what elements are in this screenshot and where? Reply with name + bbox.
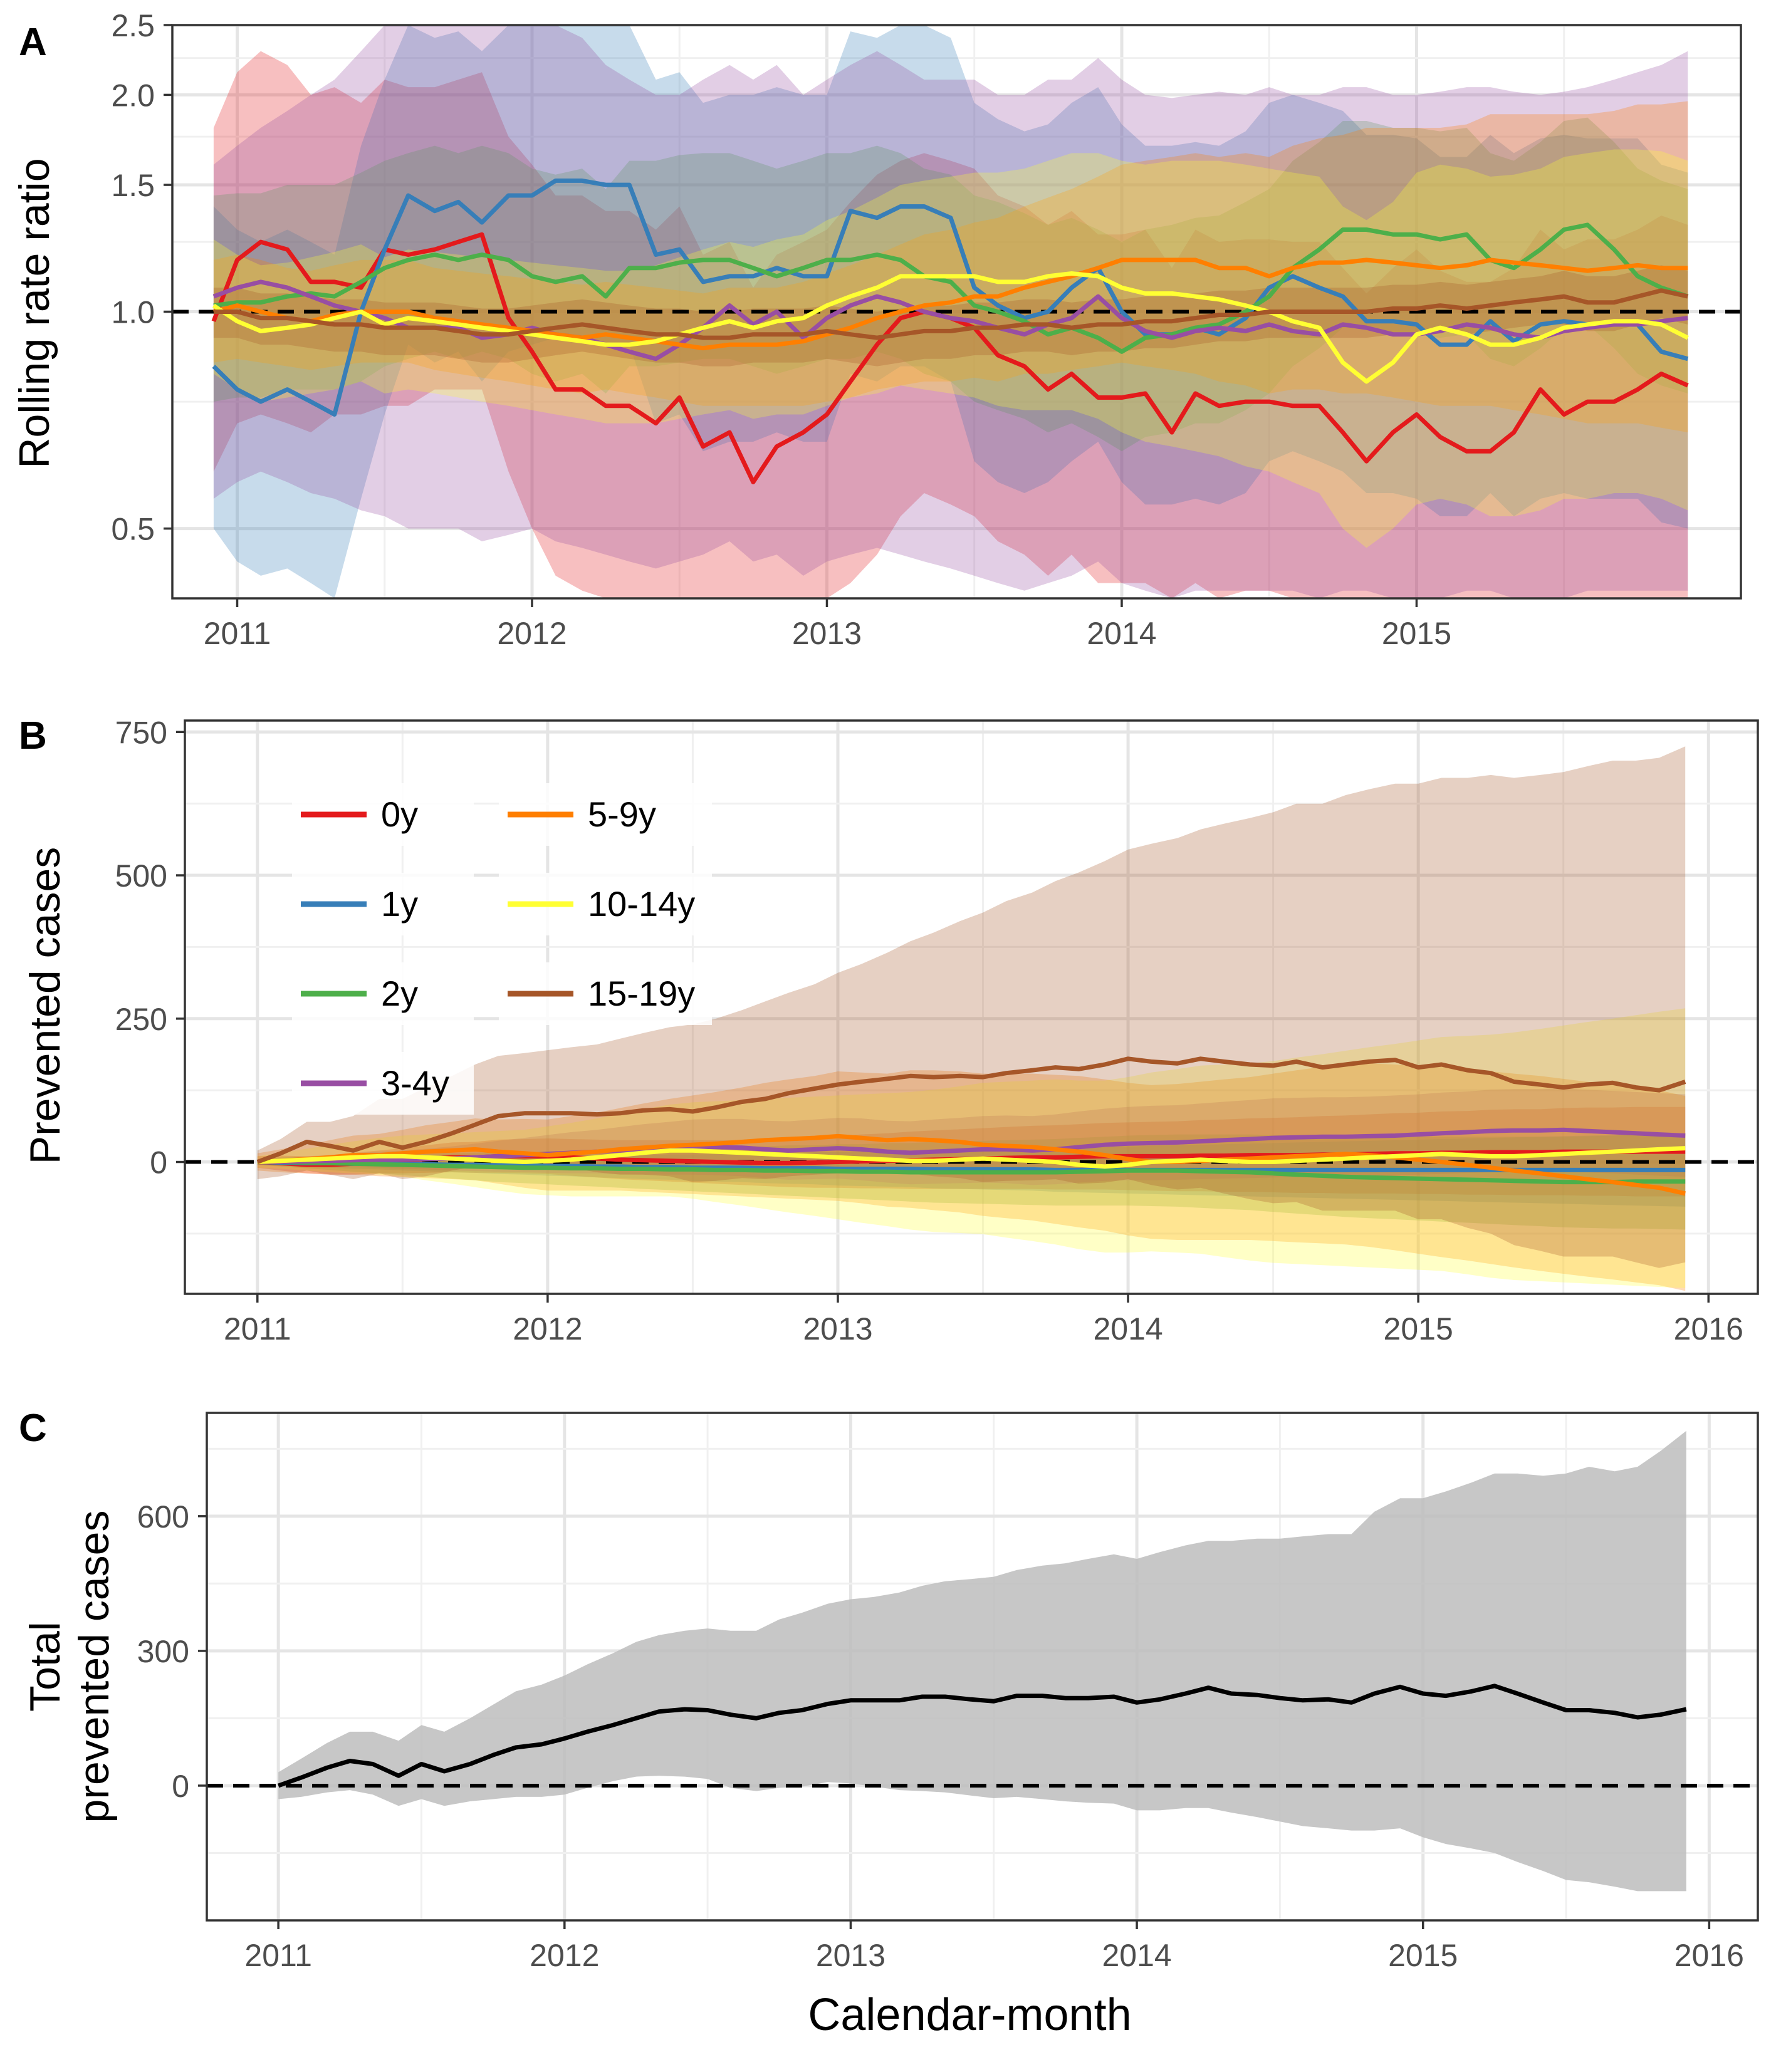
x-tick-label: 2013 — [803, 1311, 872, 1346]
line-10-14y — [212, 271, 1689, 384]
x-tick-label: 2012 — [513, 1311, 582, 1346]
y-tick-label: 2.5 — [111, 8, 155, 43]
x-tick-label: 2011 — [204, 616, 271, 651]
legend-label: 10-14y — [588, 884, 695, 924]
x-tick-label: 2016 — [1674, 1938, 1744, 1973]
panel-b: 2011 2012 2013 2014 2015 2016 0 250 500 750 B Preve… — [19, 714, 1759, 1346]
y-tick-label: 300 — [137, 1634, 189, 1669]
panel-letter: B — [19, 714, 47, 757]
y-axis-title-line: Total — [21, 1622, 69, 1712]
y-tick-label: 600 — [137, 1499, 189, 1534]
x-tick-label: 2015 — [1382, 616, 1451, 651]
y-axis-title: Prevented cases — [21, 847, 69, 1165]
y-tick-label: 750 — [115, 715, 167, 750]
grid — [172, 25, 1741, 598]
x-tick-label: 2015 — [1388, 1938, 1458, 1973]
legend-label: 1y — [381, 884, 418, 924]
line-15-19y — [213, 288, 1689, 340]
line-3-4y — [212, 279, 1688, 362]
legend-label: 5-9y — [588, 794, 656, 834]
y-axis-title: Total prevented cases — [21, 1511, 118, 1823]
x-tick-label: 2016 — [1674, 1311, 1743, 1346]
panel-c: 2011 2012 2013 2014 2015 2016 0 300 600 C Total pre… — [19, 1407, 1759, 2040]
y-tick-label: 1.0 — [111, 295, 155, 330]
band-0y — [213, 51, 1688, 598]
legend-label: 15-19y — [588, 974, 695, 1013]
plot-area — [185, 746, 1758, 1291]
y-axis-title-text: Rolling rate ratio — [11, 158, 58, 468]
line-15-19y — [256, 1056, 1686, 1164]
legend-label: 0y — [381, 794, 418, 834]
panel-border — [206, 1412, 1759, 1922]
band-total — [278, 1430, 1686, 1892]
legend: 0y 1y 2y 3-4y 5-9y 10-14y 15-19y — [292, 783, 712, 1115]
y-axis-title-text: Prevented cases — [21, 847, 69, 1165]
line-5-9y — [213, 258, 1688, 351]
x-tick-label: 2013 — [792, 616, 862, 651]
x-tick-label: 2014 — [1093, 1311, 1162, 1346]
y-tick-label: 250 — [115, 1002, 167, 1037]
legend-label: 3-4y — [381, 1063, 449, 1103]
line-2y — [213, 222, 1689, 354]
x-tick-label: 2015 — [1384, 1311, 1453, 1346]
plot-area — [207, 1430, 1758, 1892]
legend-label: 2y — [381, 974, 418, 1013]
x-tick-label: 2014 — [1087, 616, 1156, 651]
y-tick-label: 0 — [150, 1145, 167, 1180]
panel-letter: C — [19, 1407, 47, 1450]
line-3-4y — [257, 1127, 1686, 1164]
x-tick-label: 2012 — [530, 1938, 599, 1973]
line-total — [278, 1684, 1687, 1788]
panel-a: 2011 2012 2013 2014 2015 0.5 1.0 1.5 2.0 2.5 A Roll… — [11, 8, 1742, 651]
x-tick-label: 2014 — [1102, 1938, 1171, 1973]
x-axis-title: Calendar-month — [808, 1990, 1131, 2040]
y-tick-label: 500 — [115, 858, 167, 893]
y-axis-title-line: prevented cases — [70, 1511, 118, 1823]
band-5-9y — [257, 1063, 1686, 1291]
line-5-9y — [257, 1133, 1686, 1196]
y-tick-label: 0.5 — [111, 512, 155, 547]
panel-border — [184, 719, 1759, 1295]
line-1y — [212, 178, 1689, 417]
y-tick-label: 2.0 — [111, 78, 155, 113]
y-axis-title: Rolling rate ratio — [11, 158, 58, 468]
panel-letter: A — [19, 21, 47, 64]
line-2y — [257, 1160, 1686, 1185]
plot-area — [172, 25, 1741, 598]
x-tick-label: 2011 — [224, 1311, 291, 1346]
line-10-14y — [257, 1146, 1686, 1169]
band-5-9y — [213, 101, 1688, 433]
x-tick-label: 2013 — [816, 1938, 885, 1973]
y-tick-label: 0 — [172, 1769, 189, 1804]
x-tick-label: 2012 — [497, 616, 567, 651]
x-tick-label: 2011 — [244, 1938, 312, 1973]
y-tick-label: 1.5 — [111, 168, 155, 203]
